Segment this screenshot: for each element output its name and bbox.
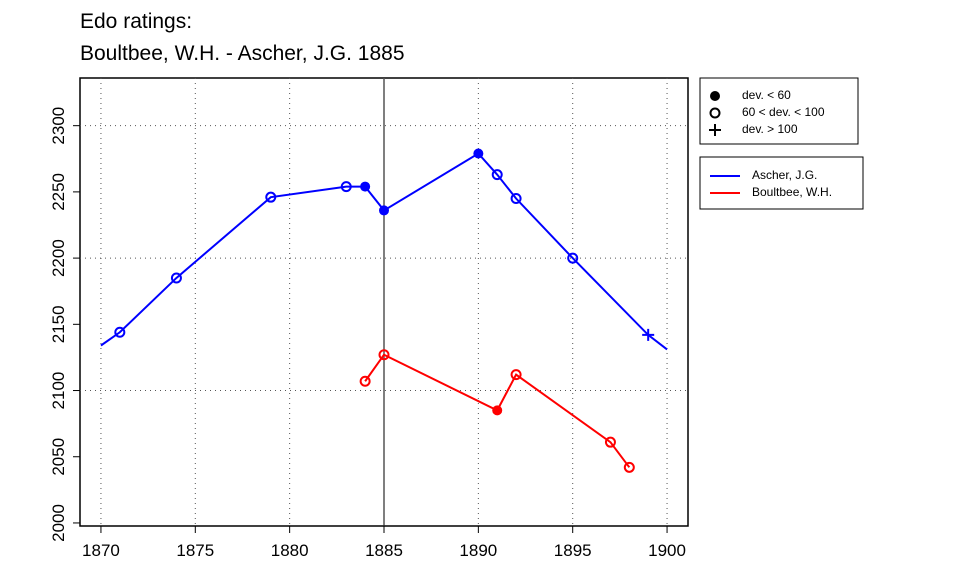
marker [114,326,126,338]
marker [359,375,371,387]
marker [567,252,579,264]
x-tick-label: 1890 [459,541,497,560]
series-legend-box [699,156,864,210]
legend-symbol [709,107,721,119]
marker [378,349,390,361]
marker [492,405,503,416]
y-tick-label: 2150 [49,305,68,343]
marker [473,148,484,159]
y-tick-label: 2050 [49,438,68,476]
marker [510,369,522,381]
legend-symbol [709,124,721,136]
marker [340,181,352,193]
legend-label: dev. > 100 [742,122,798,136]
marker [642,328,655,341]
marker [491,169,503,181]
y-tick-label: 2200 [49,239,68,277]
x-tick-label: 1900 [648,541,686,560]
marker [170,272,182,284]
x-tick-label: 1870 [82,541,120,560]
legend-label: dev. < 60 [742,88,791,102]
x-tick-label: 1895 [554,541,592,560]
marker [360,181,371,192]
x-tick-label: 1885 [365,541,403,560]
x-tick-label: 1875 [176,541,214,560]
marker [265,191,277,203]
marker [510,193,522,205]
chart-title: Edo ratings: [80,10,192,33]
y-tick-label: 2000 [49,504,68,542]
marker [379,205,389,216]
legend-symbol [710,91,720,101]
legend-label: 60 < dev. < 100 [742,105,825,119]
marker [604,436,616,448]
x-tick-label: 1880 [271,541,309,560]
y-tick-label: 2250 [49,173,68,211]
y-tick-label: 2300 [49,107,68,145]
y-tick-label: 2100 [49,372,68,410]
marker [623,461,635,473]
legend-label: Boultbee, W.H. [752,185,832,199]
chart-subtitle: Boultbee, W.H. - Ascher, J.G. 1885 [80,42,405,65]
legend-label: Ascher, J.G. [752,168,817,182]
marker-legend-box [699,77,859,145]
